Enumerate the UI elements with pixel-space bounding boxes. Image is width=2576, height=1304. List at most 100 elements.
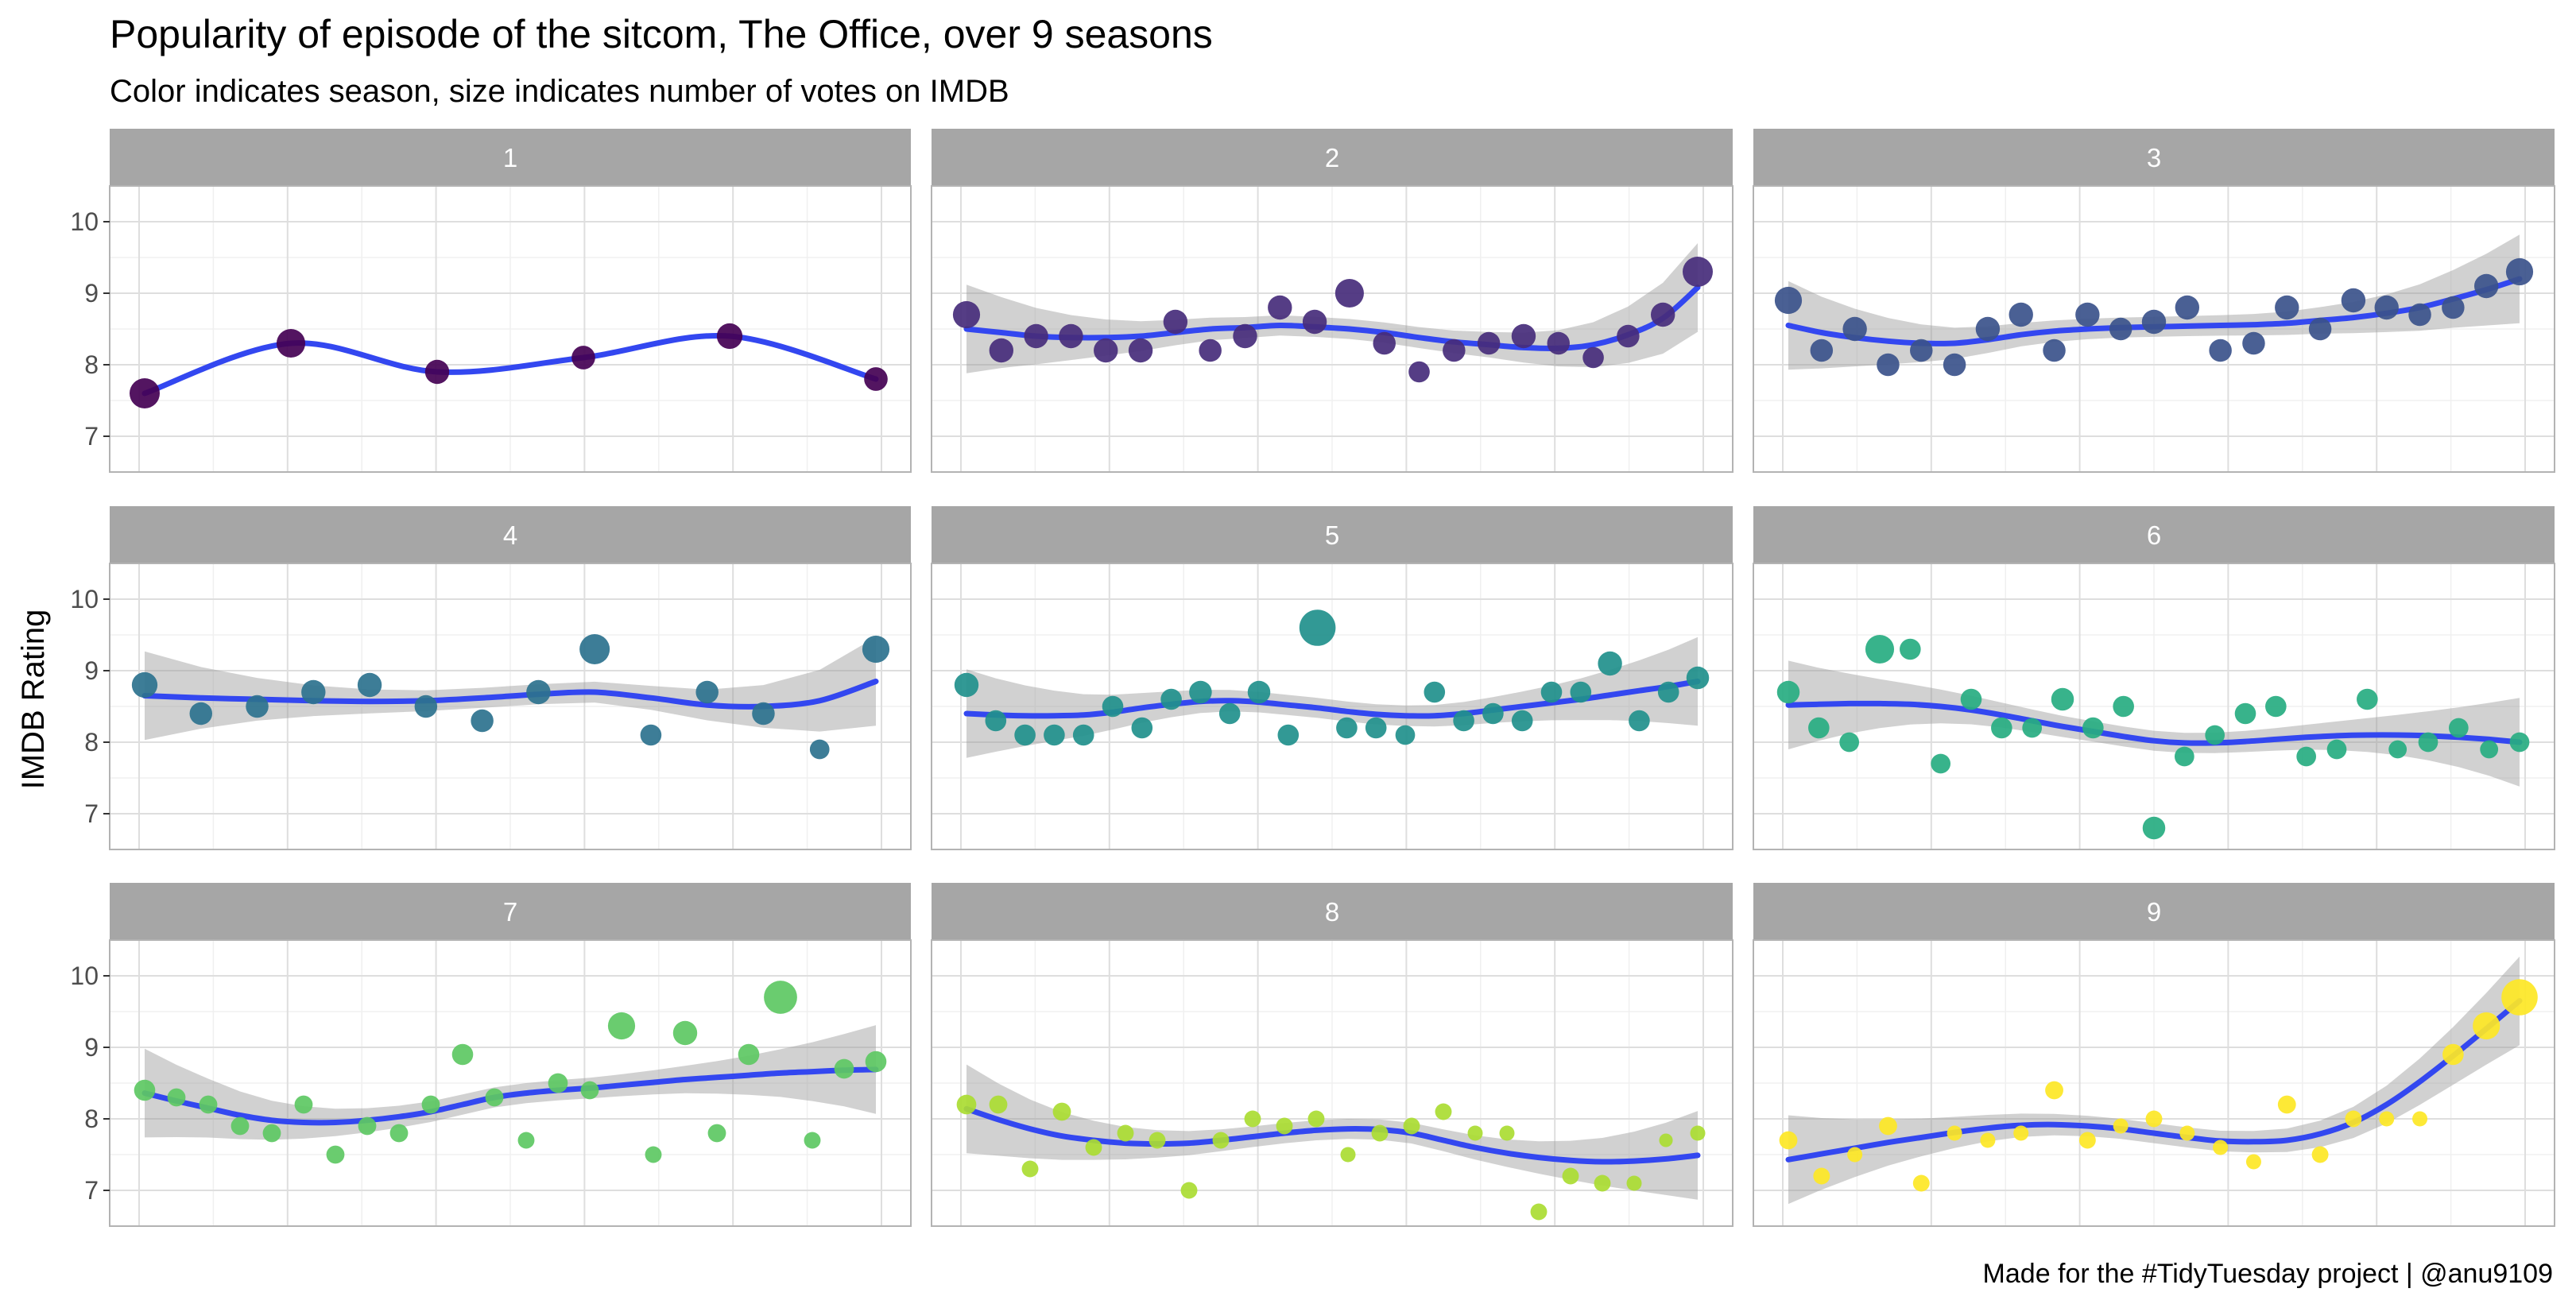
data-point	[716, 323, 743, 350]
data-point	[131, 671, 158, 698]
data-point	[1268, 295, 1292, 320]
y-tick-label: 10	[70, 207, 99, 236]
data-point	[424, 359, 450, 385]
confidence-band	[1788, 234, 2520, 370]
data-point	[471, 709, 494, 733]
data-point	[2242, 331, 2265, 355]
y-tick-label: 9	[84, 656, 99, 685]
data-point	[1847, 1147, 1863, 1163]
data-point	[421, 1095, 440, 1114]
data-point	[2473, 273, 2499, 299]
data-point	[2113, 1118, 2129, 1134]
data-point	[2213, 1140, 2229, 1155]
data-point	[276, 328, 306, 358]
data-point	[1149, 1132, 1166, 1149]
data-point	[2205, 725, 2225, 745]
y-tick-label: 8	[84, 1105, 99, 1133]
data-point	[2345, 1110, 2362, 1128]
panel-border	[931, 185, 1733, 473]
data-point	[1408, 361, 1430, 383]
data-point	[485, 1088, 504, 1107]
data-point	[1617, 324, 1640, 348]
data-point	[1912, 1174, 1930, 1192]
data-point	[1044, 724, 1065, 746]
data-point	[1373, 331, 1396, 355]
panel-border	[1753, 185, 2555, 473]
data-point	[864, 367, 888, 391]
panel-border	[1753, 563, 2555, 850]
data-point	[1340, 1147, 1356, 1163]
facet-strip	[110, 506, 911, 563]
data-point	[989, 1095, 1008, 1114]
data-point	[1371, 1124, 1389, 1142]
data-point	[1128, 338, 1153, 363]
facet-strip-label: 8	[1325, 897, 1339, 927]
data-point	[1014, 724, 1036, 746]
data-point	[262, 1124, 281, 1143]
y-tick-label: 9	[84, 1033, 99, 1062]
y-axis-title: IMDB Rating	[16, 609, 51, 790]
facet-strip-label: 4	[503, 520, 517, 550]
data-point	[1943, 353, 1966, 377]
panel-border	[109, 185, 912, 473]
data-point	[2013, 1125, 2029, 1141]
data-point	[1530, 1203, 1548, 1221]
facet-strip	[932, 883, 1733, 940]
data-point	[2442, 1043, 2464, 1066]
data-point	[640, 724, 662, 746]
data-point	[1180, 1182, 1198, 1199]
data-point	[764, 981, 797, 1014]
facet-panel-season-5: 5	[931, 506, 1733, 850]
facet-panel-season-1: 1 7 8 9 10	[70, 129, 912, 473]
facet-strip	[1753, 506, 2555, 563]
data-point	[1212, 1132, 1230, 1149]
facet-strip-label: 7	[503, 897, 517, 927]
data-point	[2480, 740, 2499, 759]
data-point	[301, 679, 326, 705]
data-point	[1395, 725, 1416, 745]
data-point	[1839, 732, 1860, 753]
data-point	[1626, 1175, 1642, 1191]
data-point	[2388, 740, 2407, 759]
facet-strip-label: 6	[2147, 520, 2161, 550]
facet-strip-label: 9	[2147, 897, 2161, 927]
data-point	[1336, 717, 1358, 739]
facet-panel-season-7: 7 7 8 9 10	[70, 883, 912, 1227]
data-point	[1879, 1116, 1897, 1136]
data-point	[1865, 634, 1895, 664]
facet-panel-season-3: 3	[1753, 129, 2555, 473]
smooth-line	[1785, 700, 2523, 746]
data-point	[1980, 1132, 1996, 1148]
data-point	[2408, 303, 2431, 327]
data-point	[2141, 309, 2167, 335]
data-point	[2379, 1111, 2395, 1127]
data-point	[1131, 717, 1153, 739]
data-point	[1477, 331, 1501, 355]
y-tick-label: 9	[84, 279, 99, 308]
data-point	[189, 702, 213, 726]
data-point	[1218, 702, 1241, 725]
data-point	[954, 672, 979, 698]
data-point	[1424, 681, 1446, 703]
data-point	[2412, 1111, 2428, 1127]
data-point	[1276, 1117, 1293, 1135]
facet-panel-season-8: 8	[931, 883, 1733, 1227]
data-point	[1247, 680, 1271, 704]
facet-strip	[110, 129, 911, 186]
data-point	[1931, 753, 1951, 774]
data-point	[2109, 317, 2132, 341]
smooth-line	[1785, 998, 2523, 1163]
data-point	[2174, 746, 2194, 767]
data-point	[1877, 353, 1900, 377]
data-point	[1511, 323, 1536, 349]
data-point	[1686, 666, 1710, 690]
facet-panel-season-2: 2	[931, 129, 1733, 473]
data-point	[2075, 302, 2100, 327]
data-point	[956, 1094, 977, 1115]
facet-strip	[1753, 129, 2555, 186]
data-point	[1813, 1167, 1830, 1185]
facet-strip-label: 2	[1325, 143, 1339, 172]
data-point	[1960, 688, 1982, 710]
data-point	[645, 1146, 662, 1163]
data-point	[1779, 1131, 1798, 1150]
